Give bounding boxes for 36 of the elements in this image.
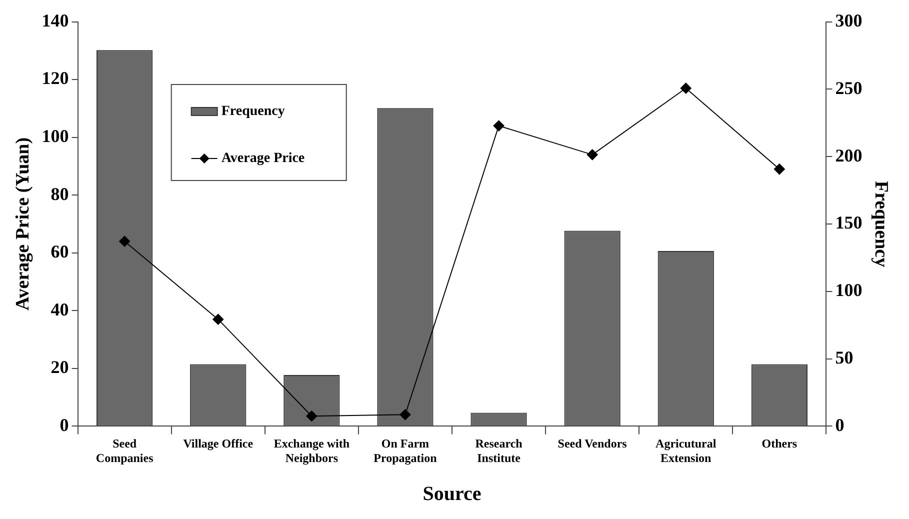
x-tick-label: Others xyxy=(762,436,798,450)
x-tick-label: Research Institute xyxy=(475,436,523,465)
point xyxy=(306,410,318,422)
y2-tick-label: 50 xyxy=(835,347,854,368)
point xyxy=(680,82,692,94)
x-tick-label: Agricutural Extension xyxy=(656,436,717,465)
y2-axis-title: Frequency xyxy=(870,180,892,268)
x-axis-title: Source xyxy=(422,483,482,506)
point xyxy=(212,314,224,325)
y2-tick-label: 100 xyxy=(835,280,862,300)
y2-tick-label: 150 xyxy=(835,212,862,233)
y-tick-label: 0 xyxy=(60,414,69,435)
y2-tick-label: 300 xyxy=(835,10,862,30)
y-tick-label: 60 xyxy=(50,242,69,262)
y2-tick-label: 250 xyxy=(835,78,862,98)
x-tick-label: Village Office xyxy=(183,436,254,450)
point xyxy=(774,164,785,175)
y-tick-label: 40 xyxy=(50,299,69,320)
legend-label: Average Price xyxy=(221,151,305,166)
x-tick-label: Seed Companies xyxy=(96,436,154,465)
x-tick-label: On Farm Propagation xyxy=(374,436,438,465)
y-tick-label: 140 xyxy=(42,10,69,30)
point xyxy=(586,149,598,160)
y-axis-title: Average Price (Yuan) xyxy=(12,137,34,311)
y-tick-label: 120 xyxy=(42,68,69,88)
x-tick-label: Exchange with Neighbors xyxy=(274,436,350,465)
x-tick-label: Seed Vendors xyxy=(558,436,628,450)
y2-tick-label: 0 xyxy=(835,414,844,435)
y2-tick-label: 200 xyxy=(835,145,862,166)
y-tick-label: 100 xyxy=(42,126,69,146)
y-tick-label: 20 xyxy=(50,357,69,378)
legend-label: Frequency xyxy=(221,104,285,120)
point xyxy=(400,409,411,420)
point xyxy=(493,120,504,132)
y-tick-label: 80 xyxy=(50,184,69,204)
point xyxy=(119,236,130,247)
